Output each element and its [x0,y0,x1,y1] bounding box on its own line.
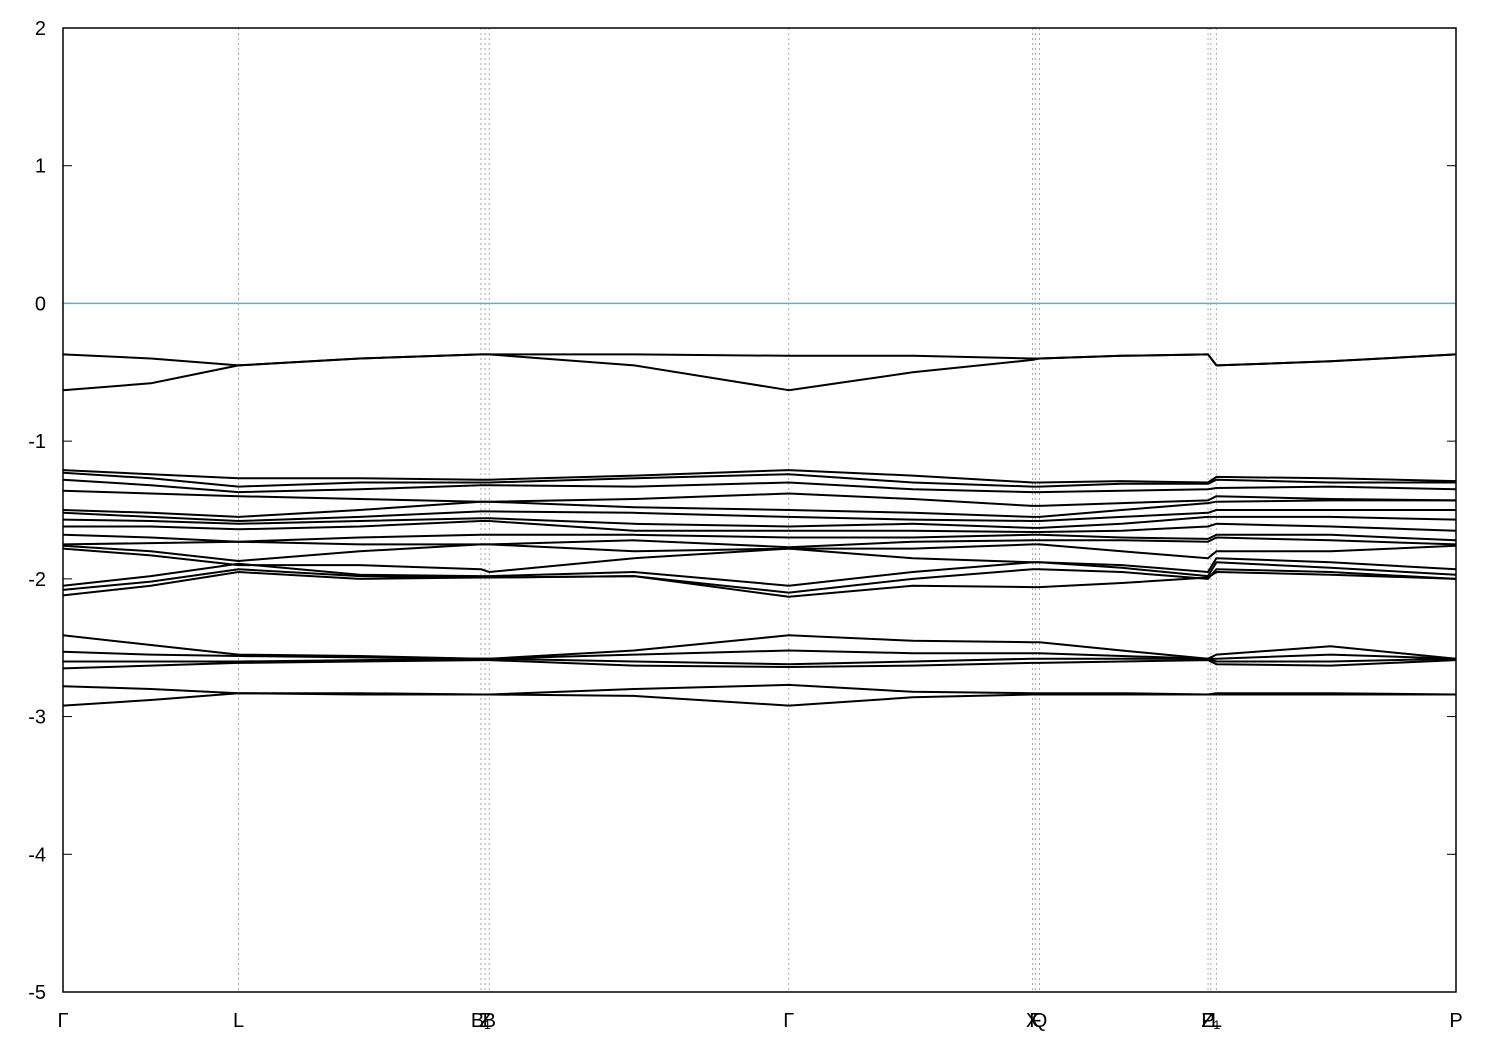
band-line [62,469,1457,484]
y-tick-label: -4 [28,844,46,866]
x-tick-label: B [483,1010,496,1032]
y-tick-label: 1 [35,156,46,178]
x-tick-label: B₁ [471,1010,491,1032]
band-line [62,634,1457,660]
y-tick-label: -1 [28,431,46,453]
band-line [62,515,1457,529]
y-tick-label: 2 [35,18,46,40]
band-line [62,547,1457,573]
band-line [62,536,1457,549]
x-tick-label: L [1211,1010,1222,1032]
band-line [62,489,1457,507]
x-tick-label: Γ [783,1010,794,1032]
x-tick-label: L [233,1010,244,1032]
y-tick-label: -5 [28,982,46,1004]
band-line [62,499,1456,518]
band-line [62,543,1457,562]
x-tick-label: P [1449,1010,1462,1032]
y-tick-label: 0 [35,293,46,315]
band-line [62,561,1457,587]
y-tick-label: -3 [28,707,46,729]
band-line [62,659,1457,670]
x-tick-label: Γ [57,1010,68,1032]
band-line [63,657,1457,666]
x-tick-label: Z₁ [1201,1010,1220,1032]
x-tick-label: X [1026,1010,1039,1032]
plot-frame [62,27,1457,993]
band-line [62,478,1457,494]
band-line [62,571,1457,598]
x-tick-label: Q [1032,1010,1048,1032]
band-line [62,649,1457,660]
band-line [62,692,1456,707]
band-line [63,520,1457,533]
band-line [62,533,1457,543]
y-tick-label: -2 [28,569,46,591]
x-tick-label: F [1029,1010,1041,1032]
x-tick-label: Z [479,1010,491,1032]
band-line [62,353,1457,392]
x-tick-label: P [1201,1010,1214,1032]
band-line [62,471,1456,488]
band-line [62,509,1456,522]
